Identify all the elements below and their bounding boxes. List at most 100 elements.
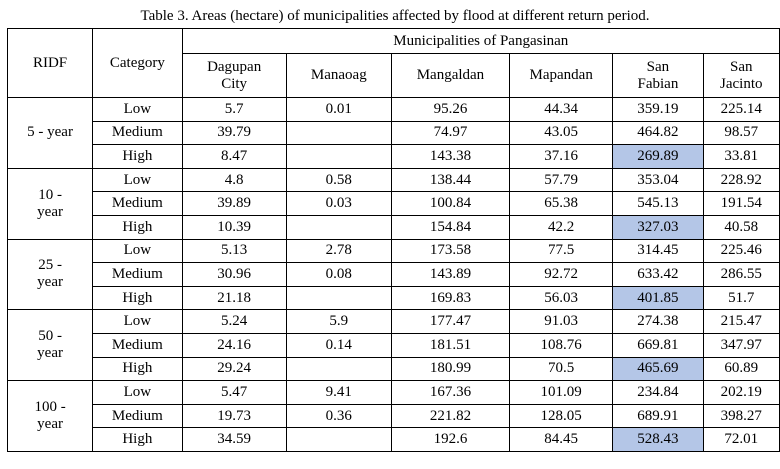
category-cell: Low xyxy=(92,167,183,193)
value-cell: 633.42 xyxy=(612,262,704,287)
value-cell: 154.84 xyxy=(390,214,511,240)
value-cell: 0.03 xyxy=(285,191,392,216)
table-row: 100 - year Low 5.47 9.41 167.36 101.09 234.84 20… xyxy=(6,380,780,452)
value-cell: 274.38 xyxy=(612,309,704,334)
return-period-label: 50 - xyxy=(38,328,62,345)
ridf-header: RIDF xyxy=(6,28,94,98)
value-cell: 347.97 xyxy=(702,332,780,358)
municipality-header-line: City xyxy=(221,75,248,92)
table-row: High 10.39 154.84 42.2 327.03 40.58 xyxy=(8,214,780,240)
value-cell: 33.81 xyxy=(702,144,780,169)
value-cell: 10.39 xyxy=(181,214,287,240)
category-cell: Low xyxy=(92,97,183,122)
category-cell: Medium xyxy=(92,120,183,146)
table-row: High 34.59 192.6 84.45 528.43 72.01 xyxy=(8,427,780,452)
table-row: Medium 24.16 0.14 181.51 108.76 669.81 347.97 xyxy=(8,332,780,358)
table-row: High 29.24 180.99 70.5 465.69 60.89 xyxy=(8,356,780,382)
value-cell: 0.14 xyxy=(285,332,392,358)
value-cell: 56.03 xyxy=(509,285,614,311)
value-cell: 40.58 xyxy=(702,214,780,240)
category-cell: High xyxy=(92,356,183,382)
value-cell: 0.08 xyxy=(285,262,392,287)
value-cell: 5.13 xyxy=(181,238,287,264)
value-cell: 545.13 xyxy=(612,191,704,216)
value-cell: 202.19 xyxy=(702,380,780,405)
category-cell: Low xyxy=(92,309,183,334)
municipality-header: Dagupan City xyxy=(181,53,287,98)
value-cell: 689.91 xyxy=(612,403,704,429)
value-cell: 353.04 xyxy=(612,167,704,193)
value-cell: 177.47 xyxy=(390,309,511,334)
return-period-label: 10 - xyxy=(38,186,62,203)
municipality-header-line: Mangaldan xyxy=(416,67,485,83)
table-row: 10 - year Low 4.8 0.58 138.44 57.79 353.04 228.9… xyxy=(6,167,780,240)
value-cell: 465.69 xyxy=(612,356,704,382)
value-cell: 42.2 xyxy=(509,214,614,240)
value-cell: 181.51 xyxy=(390,332,511,358)
municipality-header: San Fabian xyxy=(612,53,704,98)
municipality-header-line: Dagupan xyxy=(207,58,262,75)
value-cell: 95.26 xyxy=(390,97,511,122)
value-cell: 37.16 xyxy=(509,144,614,169)
return-period-cell: 25 - year xyxy=(6,238,94,311)
value-cell: 528.43 xyxy=(612,427,704,452)
category-cell: High xyxy=(92,427,183,452)
value-cell: 0.58 xyxy=(285,167,392,193)
category-cell: High xyxy=(92,214,183,240)
category-cell: Low xyxy=(92,238,183,264)
value-cell: 34.59 xyxy=(181,427,287,452)
category-cell: Medium xyxy=(92,403,183,429)
value-cell: 39.79 xyxy=(181,120,287,146)
value-cell: 70.5 xyxy=(509,356,614,382)
value-cell: 44.34 xyxy=(509,97,614,122)
value-cell: 43.05 xyxy=(509,120,614,146)
return-period-label: 100 - xyxy=(34,399,66,416)
municipality-header-line: Jacinto xyxy=(720,75,763,92)
value-cell: 327.03 xyxy=(612,214,704,240)
value-cell: 9.41 xyxy=(285,380,392,405)
return-period-cell: 50 - year xyxy=(6,309,94,382)
value-cell: 21.18 xyxy=(181,285,287,311)
value-cell: 225.14 xyxy=(702,97,780,122)
category-cell: Low xyxy=(92,380,183,405)
category-cell: Medium xyxy=(92,262,183,287)
value-cell xyxy=(285,144,392,169)
value-cell: 5.7 xyxy=(181,97,287,122)
value-cell: 314.45 xyxy=(612,238,704,264)
value-cell: 143.89 xyxy=(390,262,511,287)
return-period-cell: 100 - year xyxy=(6,380,94,452)
municipality-header: Manaoag xyxy=(285,53,392,98)
flood-area-table: RIDF Category Municipalities of Pangasin… xyxy=(6,28,780,452)
value-cell: 91.03 xyxy=(509,309,614,334)
value-cell xyxy=(285,120,392,146)
value-cell: 39.89 xyxy=(181,191,287,216)
municipality-header: Mapandan xyxy=(509,53,614,98)
value-cell: 84.45 xyxy=(509,427,614,452)
table-caption: Table 3. Areas (hectare) of municipaliti… xyxy=(140,8,650,24)
return-period-label: year xyxy=(37,345,63,362)
value-cell: 4.8 xyxy=(181,167,287,193)
table-row: High 21.18 169.83 56.03 401.85 51.7 xyxy=(8,285,780,311)
table-row: 50 - year Low 5.24 5.9 177.47 91.03 274.38 215.4… xyxy=(6,309,780,382)
value-cell: 191.54 xyxy=(702,191,780,216)
value-cell: 192.6 xyxy=(390,427,511,452)
municipality-header-line: Fabian xyxy=(637,75,679,92)
value-cell: 221.82 xyxy=(390,403,511,429)
table-row: Medium 19.73 0.36 221.82 128.05 689.91 398.27 xyxy=(8,403,780,429)
value-cell: 398.27 xyxy=(702,403,780,429)
value-cell: 57.79 xyxy=(509,167,614,193)
municipality-header-line: San xyxy=(646,58,670,75)
value-cell: 65.38 xyxy=(509,191,614,216)
table-row: Medium 39.89 0.03 100.84 65.38 545.13 191.54 xyxy=(8,191,780,216)
return-period-label: year xyxy=(37,416,63,433)
value-cell: 77.5 xyxy=(509,238,614,264)
value-cell: 60.89 xyxy=(702,356,780,382)
value-cell: 359.19 xyxy=(612,97,704,122)
value-cell: 669.81 xyxy=(612,332,704,358)
value-cell: 401.85 xyxy=(612,285,704,311)
value-cell: 169.83 xyxy=(390,285,511,311)
value-cell: 128.05 xyxy=(509,403,614,429)
value-cell xyxy=(285,427,392,452)
municipalities-group-header: Municipalities of Pangasinan xyxy=(181,28,780,54)
value-cell xyxy=(285,285,392,311)
